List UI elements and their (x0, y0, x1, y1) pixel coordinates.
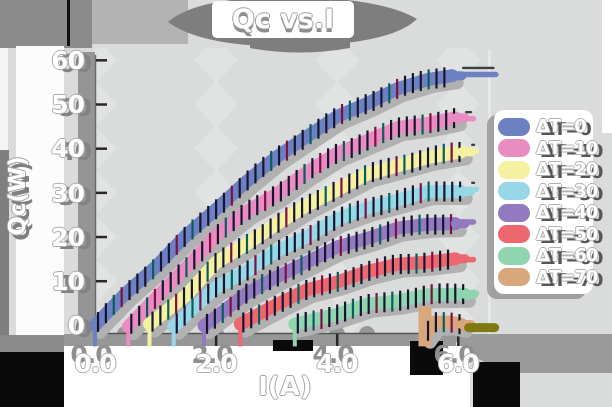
grid-diamond (95, 48, 117, 84)
grid-diamond (194, 48, 239, 84)
edge-strip (0, 0, 8, 150)
plot-right-edge (488, 50, 491, 335)
glitch-black-patch (473, 362, 520, 407)
glitch-black-patch (0, 352, 64, 407)
ytick-label-backdrop (16, 46, 64, 346)
series-shadow (238, 259, 467, 338)
top-left-dark-line (67, 0, 70, 46)
right-edge-strip (602, 0, 612, 133)
grid-diamond (194, 125, 239, 172)
series-line (121, 111, 462, 334)
grid-diamond (436, 48, 481, 84)
series-shadow (93, 76, 464, 339)
xtick-label-backdrop (64, 346, 470, 407)
top-left-shadow-block (0, 0, 92, 48)
title-shadow-blob (250, 36, 350, 53)
grid-diamond (194, 81, 239, 128)
ylabel-shadow-strip (0, 150, 9, 340)
ytick-shadow-strip (78, 52, 95, 338)
grid-diamond (315, 48, 360, 84)
series-line (143, 145, 468, 331)
bottom-shadow-band (0, 335, 64, 352)
series-40 (197, 217, 467, 340)
series-line (197, 217, 462, 333)
series-shadow (202, 224, 467, 340)
